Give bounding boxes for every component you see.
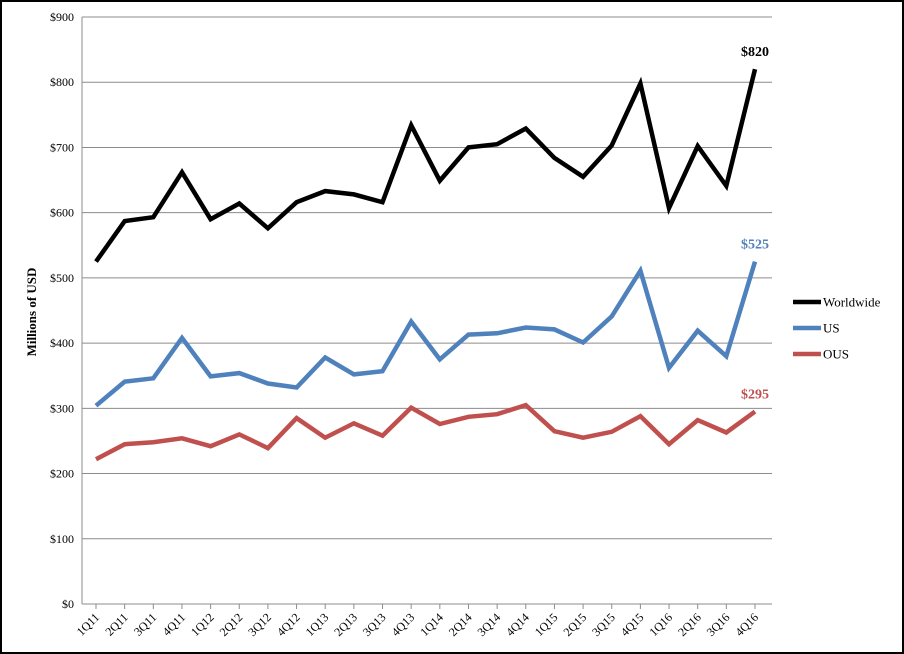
x-tick-label: 3Q13 (360, 610, 389, 639)
series-line-ous (94, 402, 757, 462)
x-tick-label: 1Q12 (188, 610, 217, 639)
y-tick-label: $500 (50, 271, 74, 285)
x-tick-label: 1Q16 (646, 610, 675, 639)
y-tick-label: $600 (50, 206, 74, 220)
axes (81, 17, 772, 609)
y-tick-label: $100 (50, 532, 74, 546)
x-tick-labels: 1Q11 2Q11 3Q11 4Q11 1Q12 2Q12 3Q12 4Q12 1Q13 2Q13… (74, 610, 761, 639)
y-tick-label: $200 (50, 467, 74, 481)
series-line-worldwide (94, 68, 758, 263)
x-tick-label: 2Q11 (102, 610, 130, 638)
end-label-worldwide: $820 (741, 45, 769, 60)
x-tick-label: 1Q13 (303, 610, 332, 639)
legend-label-ous: OUS (823, 347, 849, 362)
x-tick-label: 2Q16 (675, 610, 704, 639)
x-tick-label: 2Q15 (560, 610, 589, 639)
end-label-ous: $295 (741, 388, 769, 403)
series-line-us (94, 260, 758, 408)
x-tick-label: 1Q14 (417, 610, 446, 639)
x-tick-label: 3Q15 (589, 610, 618, 639)
legend-label-us: US (823, 321, 840, 336)
x-tick-label: 4Q12 (274, 610, 303, 639)
x-tick-label: 2Q14 (446, 610, 475, 639)
x-tick-label: 3Q12 (245, 610, 274, 639)
y-tick-label: $400 (50, 336, 74, 350)
legend-label-worldwide: Worldwide (823, 295, 881, 310)
x-tick-label: 4Q14 (503, 610, 532, 639)
y-tick-label: $0 (62, 597, 74, 611)
y-axis-label: Millions of USD (24, 268, 39, 357)
x-tick-label: 4Q16 (732, 610, 761, 639)
x-tick-label: 1Q15 (532, 610, 561, 639)
x-tick-label: 3Q16 (704, 610, 733, 639)
legend: Worldwide US OUS (793, 295, 881, 362)
x-tick-label: 1Q11 (74, 610, 102, 638)
y-tick-label: $900 (50, 10, 74, 24)
end-label-us: $525 (741, 238, 769, 253)
y-tick-label: $800 (50, 75, 74, 89)
x-tick-label: 2Q12 (217, 610, 246, 639)
y-tick-label: $300 (50, 401, 74, 415)
end-labels: $820 $525 $295 (741, 45, 769, 402)
y-tick-labels: $0 $100 $200 $300 $400 $500 $600 $700 $800 $900 (50, 10, 74, 611)
x-tick-label: 4Q11 (160, 610, 188, 638)
x-tick-label: 2Q13 (331, 610, 360, 639)
y-tick-label: $700 (50, 140, 74, 154)
x-tick-label: 3Q11 (131, 610, 159, 638)
series-lines (94, 68, 758, 462)
x-tick-label: 4Q15 (618, 610, 647, 639)
x-tick-label: 3Q14 (474, 610, 503, 639)
x-tick-label: 4Q13 (389, 610, 418, 639)
gridlines (82, 16, 772, 540)
